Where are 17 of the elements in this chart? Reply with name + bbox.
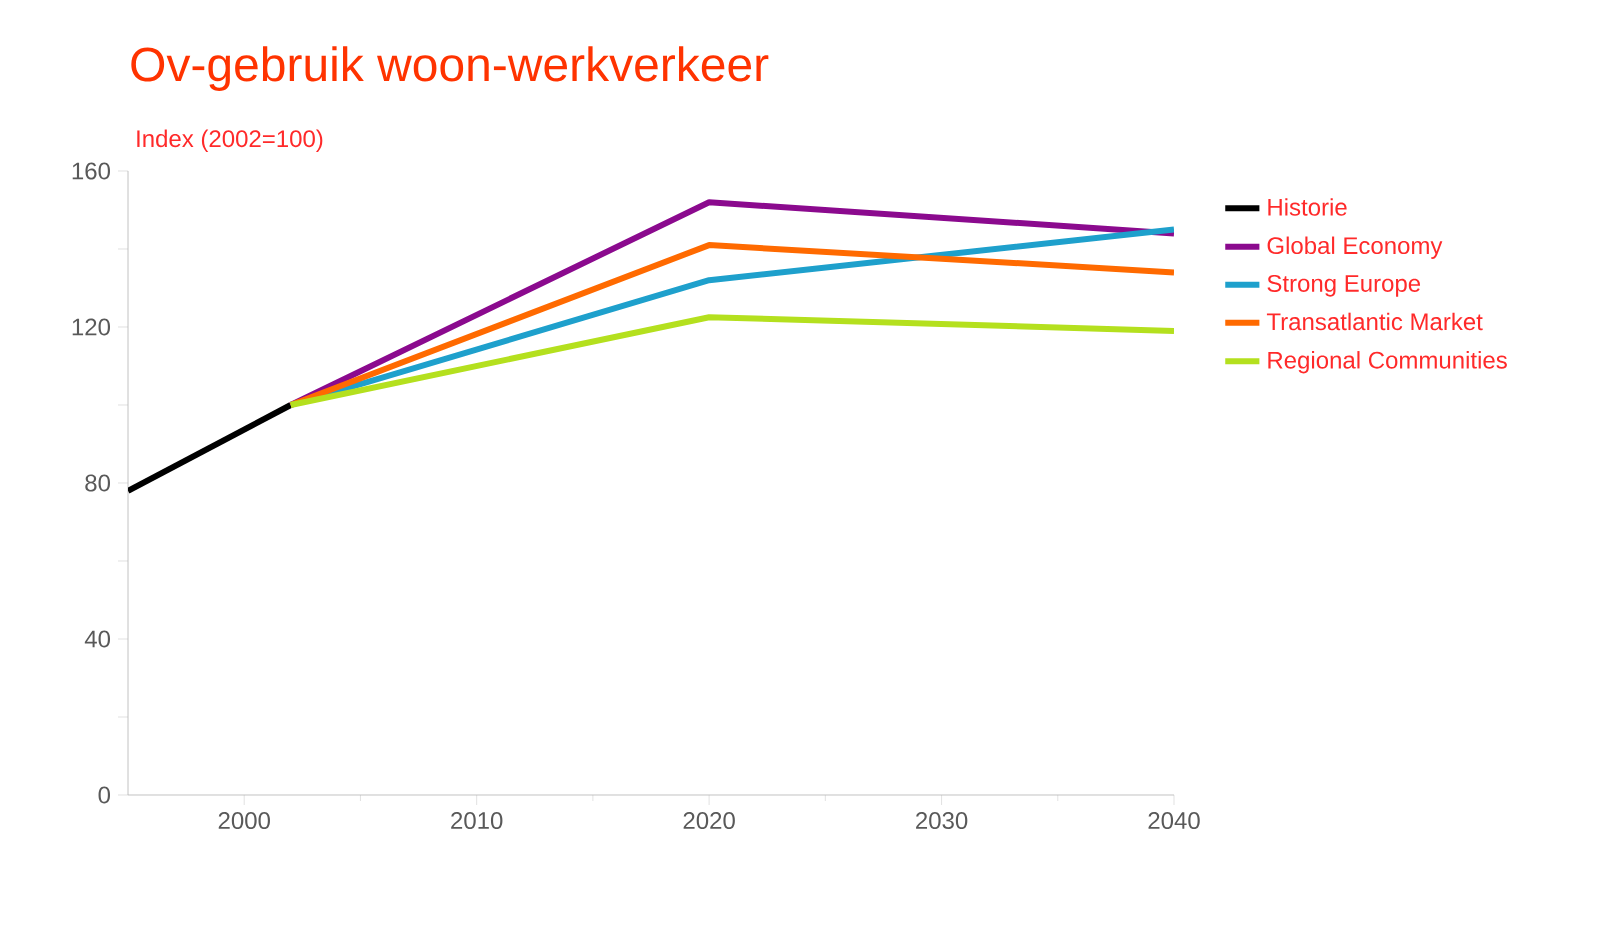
x-tick-label: 2000: [218, 812, 270, 830]
chart-title: Ov-gebruik woon-werkverkeer: [131, 46, 769, 91]
y-axis-title: Index (2002=100): [137, 129, 323, 152]
y-tick-label: 160: [72, 162, 111, 180]
legend-label: Historie: [1268, 198, 1347, 216]
x-tick-label: 2030: [916, 812, 968, 830]
y-tick-label: 40: [84, 630, 111, 648]
x-tick-label: 2040: [1148, 812, 1200, 830]
x-tick-label: 2020: [683, 812, 735, 830]
x-tick-label: 2010: [451, 812, 503, 830]
y-tick-label: 0: [98, 786, 111, 804]
y-tick-label: 80: [85, 474, 111, 492]
legend-label: Regional Communities: [1268, 351, 1507, 374]
legend-label: Global Economy: [1267, 236, 1443, 259]
legend-label: Transatlantic Market: [1266, 312, 1483, 331]
y-tick-label: 120: [72, 318, 111, 336]
legend-label: Strong Europe: [1267, 274, 1421, 297]
